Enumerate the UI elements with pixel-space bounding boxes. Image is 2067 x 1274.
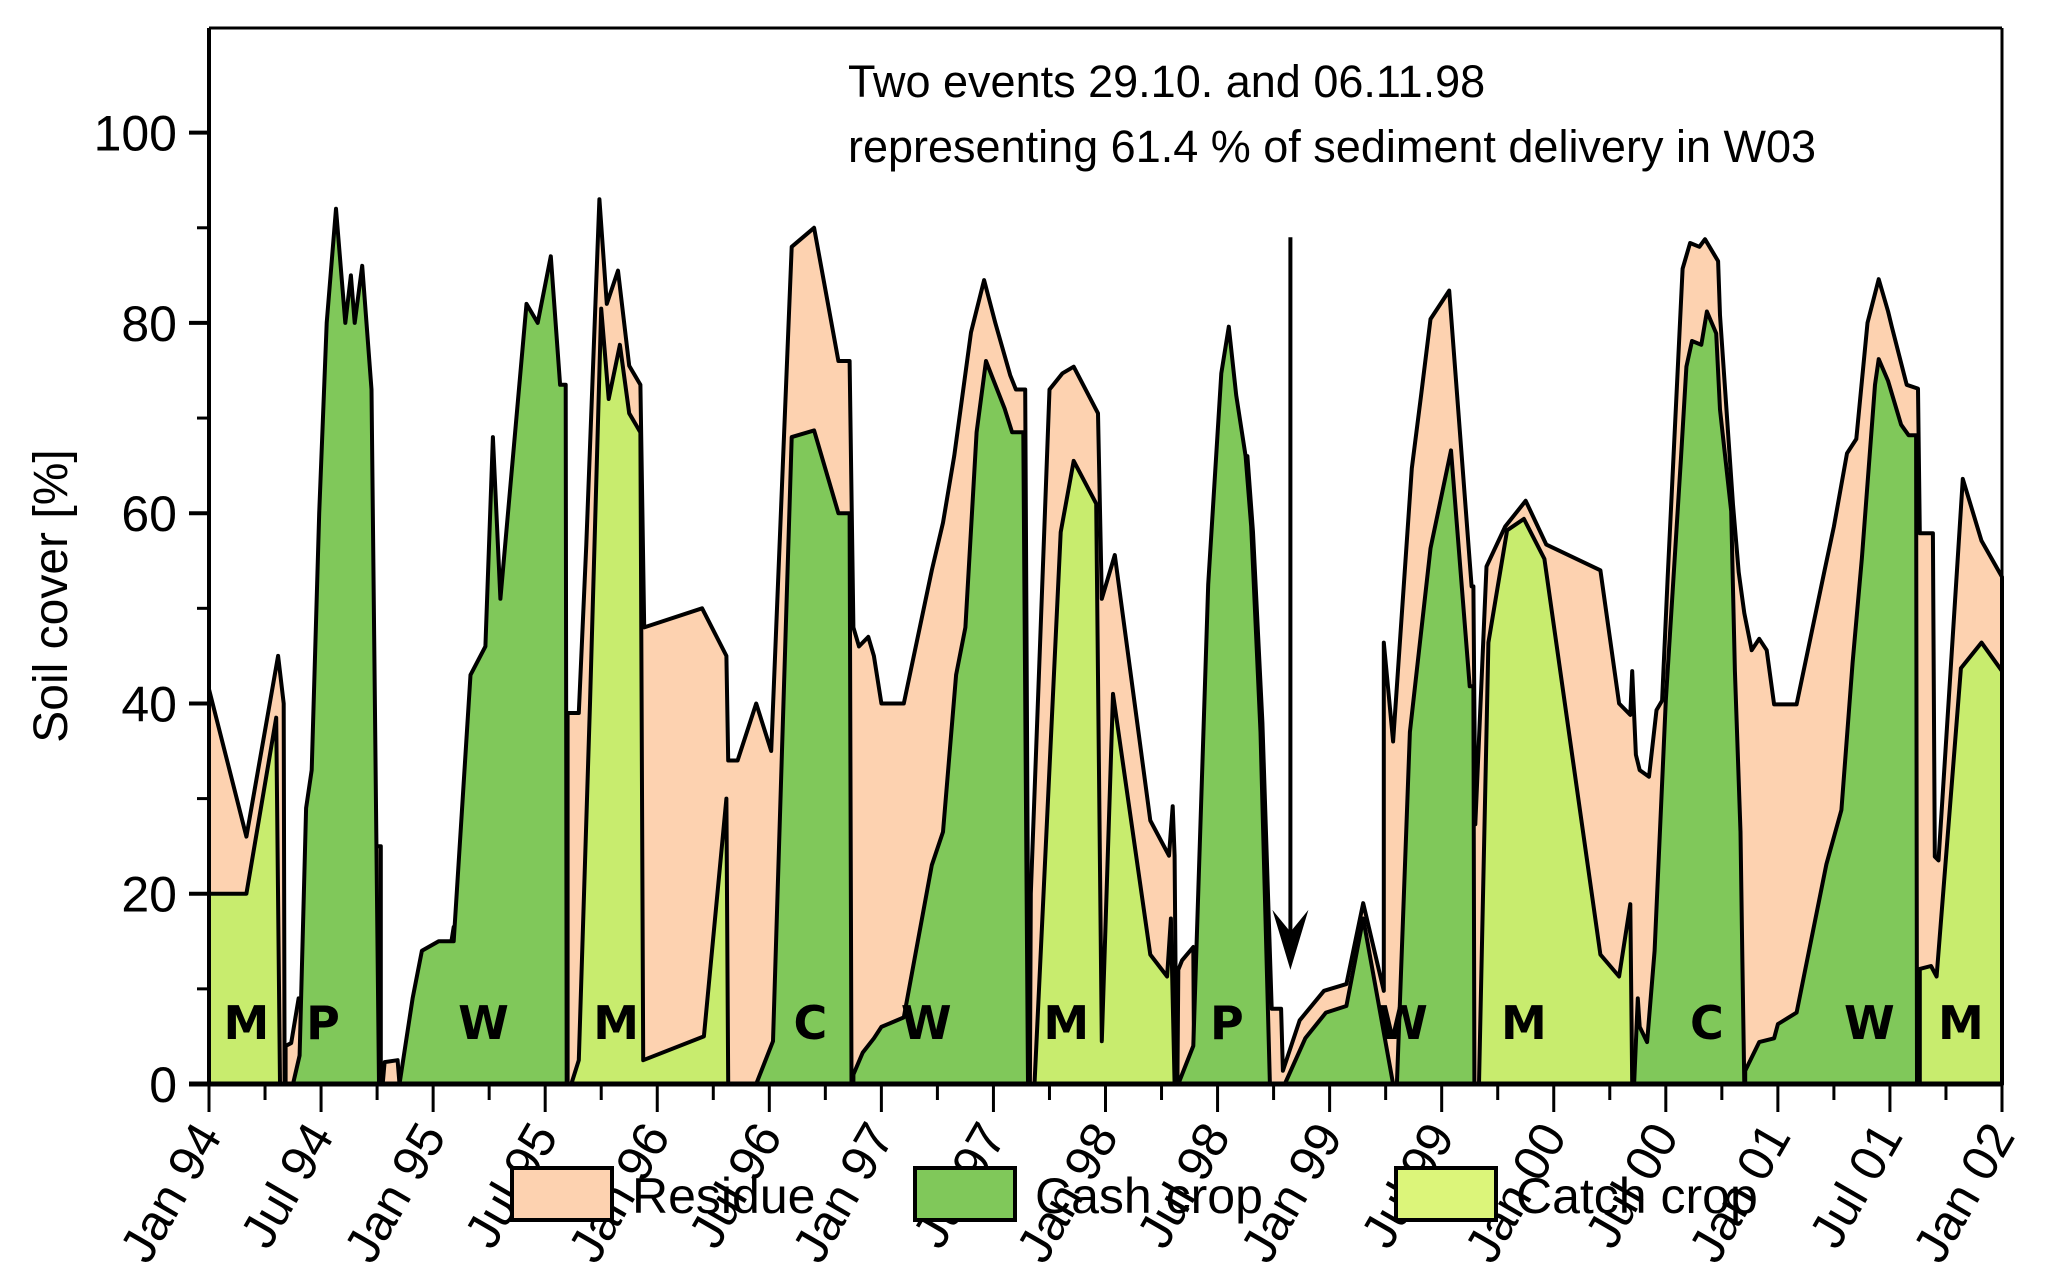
legend-swatch <box>510 1166 614 1222</box>
cash-crop-area-2 <box>754 428 854 1086</box>
x-tick-label: Jul 94 <box>229 1114 344 1258</box>
crop-label: M <box>1501 996 1547 1050</box>
cash-crop-area-4 <box>1176 324 1272 1086</box>
crop-label: W <box>901 996 952 1050</box>
legend-label: Residue <box>632 1168 815 1224</box>
annotation: Two events 29.10. and 06.11.98 represent… <box>848 56 1816 970</box>
crop-label: W <box>1844 996 1895 1050</box>
y-tick-label: 20 <box>121 867 177 923</box>
annotation-line-1: Two events 29.10. and 06.11.98 <box>848 56 1485 107</box>
crop-label: W <box>458 996 509 1050</box>
x-tick-label: Jul 01 <box>1798 1114 1913 1258</box>
y-tick-label: 40 <box>121 676 177 732</box>
legend: Residue Cash crop Catch crop <box>510 1166 1758 1224</box>
cash-crop-area-1 <box>397 254 569 1086</box>
legend-item-residue: Residue <box>510 1166 815 1224</box>
legend-swatch <box>1394 1166 1498 1222</box>
y-tick-label: 80 <box>121 296 177 352</box>
y-tick-label: 100 <box>94 106 177 162</box>
cash-crop-area-8 <box>1743 357 1919 1086</box>
y-tick-label: 60 <box>121 486 177 542</box>
crop-label: M <box>223 996 269 1050</box>
catch-crop-area-1 <box>569 306 731 1086</box>
legend-swatch <box>913 1166 1017 1222</box>
x-tick-label: Jan 02 <box>1902 1114 2026 1272</box>
cash-crop-area-6 <box>1394 448 1477 1086</box>
crop-label: M <box>593 996 639 1050</box>
crop-label: C <box>1690 996 1724 1050</box>
crop-label: P <box>1210 996 1244 1050</box>
y-axis-title: Soil cover [%] <box>25 449 78 742</box>
catch-crop-area-3 <box>1477 516 1635 1086</box>
catch-crop-area-2 <box>1032 458 1177 1086</box>
annotation-arrowhead-icon <box>1272 909 1309 970</box>
crop-label: M <box>1043 996 1089 1050</box>
legend-item-cash-crop: Cash crop <box>913 1166 1263 1224</box>
cash-crop-area-3 <box>851 359 1030 1086</box>
residue-area-3 <box>380 1058 402 1086</box>
x-tick-label: Jan 94 <box>109 1114 233 1272</box>
crop-label: P <box>306 996 340 1050</box>
crop-label: M <box>1938 996 1984 1050</box>
crop-label: W <box>1377 996 1428 1050</box>
cash-crop-area-0 <box>291 206 381 1086</box>
legend-label: Cash crop <box>1035 1168 1263 1224</box>
y-tick-label: 0 <box>149 1057 177 1113</box>
crop-label: C <box>794 996 828 1050</box>
plot-areas <box>207 197 2004 1086</box>
cash-crop-area-7 <box>1632 309 1747 1086</box>
annotation-line-2: representing 61.4 % of sediment delivery… <box>848 121 1816 172</box>
legend-item-catch-crop: Catch crop <box>1394 1166 1758 1224</box>
legend-label: Catch crop <box>1516 1168 1758 1224</box>
x-tick-label: Jan 95 <box>333 1114 457 1272</box>
